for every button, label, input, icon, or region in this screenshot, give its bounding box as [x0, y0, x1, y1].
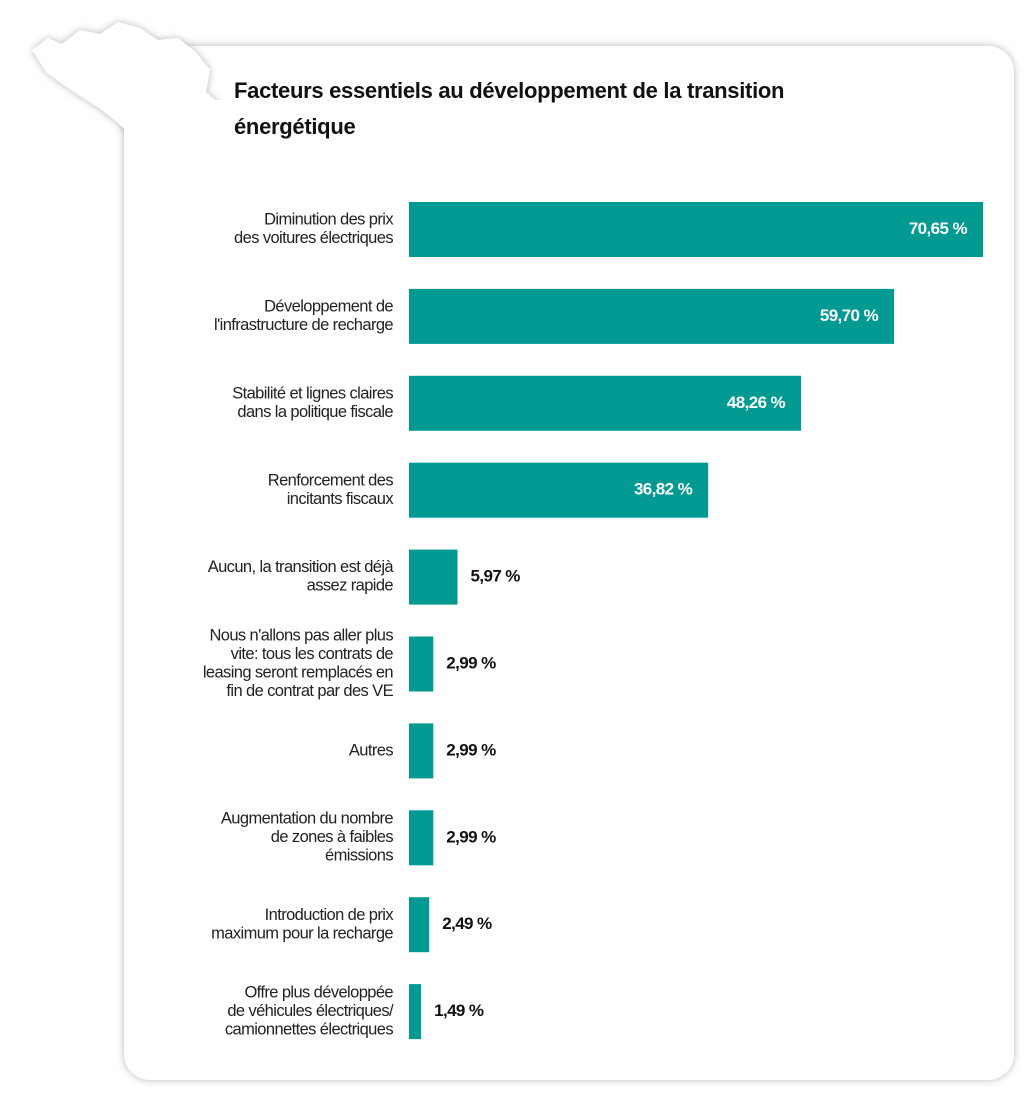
- category-label: Renforcement des: [268, 471, 394, 489]
- value-label: 70,65 %: [909, 219, 968, 238]
- value-label: 2,99 %: [446, 827, 496, 846]
- category-label: de véhicules électriques/: [227, 1002, 394, 1020]
- value-label: 48,26 %: [727, 393, 786, 412]
- category-label: l'infrastructure de recharge: [214, 316, 393, 334]
- category-label: Augmentation du nombre: [221, 810, 394, 828]
- bar: [409, 897, 430, 953]
- category-label: fin de contrat par des VE: [226, 682, 393, 700]
- category-label: Aucun, la transition est déjà: [208, 558, 395, 576]
- value-label: 2,99 %: [446, 740, 496, 759]
- bar: [409, 810, 434, 866]
- bar: [409, 984, 422, 1040]
- bar: [409, 202, 983, 257]
- category-label: Introduction de prix: [265, 906, 395, 924]
- category-label: leasing seront remplacés en: [203, 664, 394, 682]
- chart-title: énergétique: [234, 114, 355, 139]
- category-label: Diminution des prix: [264, 211, 394, 229]
- bar: [409, 375, 802, 431]
- bar: [409, 288, 895, 344]
- category-label: maximum pour la recharge: [211, 924, 393, 942]
- category-label: émissions: [325, 847, 393, 865]
- value-label: 2,49 %: [442, 914, 492, 933]
- bar: [409, 723, 434, 779]
- value-label: 59,70 %: [820, 306, 879, 325]
- category-label: dans la politique fiscale: [237, 403, 393, 421]
- category-label: camionnettes électriques: [225, 1020, 393, 1038]
- category-label: des voitures électriques: [234, 229, 393, 247]
- value-label: 1,49 %: [434, 1001, 484, 1020]
- value-label: 2,99 %: [446, 653, 496, 672]
- bar: [409, 636, 434, 692]
- card-cover: [124, 100, 234, 180]
- bar: [409, 549, 458, 605]
- category-label: Stabilité et lignes claires: [232, 384, 393, 402]
- category-label: Offre plus développée: [244, 983, 393, 1001]
- bar: [409, 462, 709, 518]
- value-label: 36,82 %: [634, 480, 693, 499]
- category-label: Développement de: [264, 298, 393, 316]
- chart-title: Facteurs essentiels au développement de …: [234, 78, 784, 103]
- category-label: Nous n'allons pas aller plus: [209, 627, 393, 645]
- category-label: incitants fiscaux: [287, 490, 395, 508]
- category-label: de zones à faibles: [271, 828, 394, 846]
- value-label: 5,97 %: [471, 567, 521, 586]
- category-label: assez rapide: [307, 577, 394, 595]
- category-label: Autres: [349, 741, 393, 759]
- category-label: vite: tous les contrats de: [231, 645, 394, 663]
